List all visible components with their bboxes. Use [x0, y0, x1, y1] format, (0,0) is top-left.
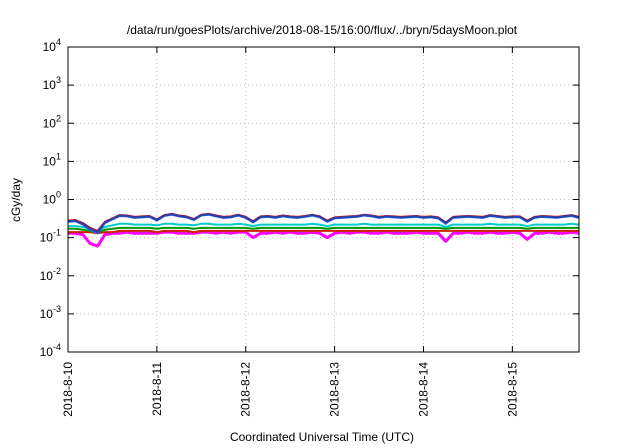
series-line-7 — [67, 213, 580, 234]
y-tick-label: 103 — [43, 75, 61, 92]
y-tick-label: 102 — [43, 113, 61, 130]
series-line-4 — [68, 222, 580, 232]
y-tick-label: 10-2 — [40, 266, 61, 283]
y-axis: 10-4 10-3 10-2 10-1 100 101 102 103 104 — [40, 37, 579, 359]
x-tick-label: 2018-8-11 — [150, 362, 164, 416]
y-tick-label: 10-4 — [40, 342, 61, 359]
grid — [68, 47, 579, 352]
series-line-2 — [68, 229, 579, 235]
chart-title: /data/run/goesPlots/archive/2018-08-15/1… — [127, 23, 518, 37]
y-tick-label: 10-3 — [40, 304, 61, 321]
x-tick-label: 2018-8-12 — [239, 362, 253, 417]
series-line-3 — [68, 226, 579, 234]
series-group — [67, 212, 580, 248]
x-tick-label: 2018-8-14 — [416, 362, 430, 417]
series-line-1 — [68, 230, 580, 248]
x-axis: 2018-8-10 2018-8-11 2018-8-12 2018-8-13 2018… — [61, 47, 519, 417]
y-tick-label: 10-1 — [40, 228, 61, 245]
x-tick-label: 2018-8-15 — [505, 362, 519, 417]
y-tick-label: 104 — [43, 37, 61, 54]
y-axis-label: cGy/day — [9, 178, 23, 222]
y-tick-label: 101 — [43, 151, 61, 168]
y-tick-label: 100 — [43, 190, 61, 207]
x-tick-label: 2018-8-10 — [61, 362, 75, 417]
x-axis-label: Coordinated Universal Time (UTC) — [230, 430, 414, 444]
x-tick-label: 2018-8-13 — [328, 362, 342, 417]
